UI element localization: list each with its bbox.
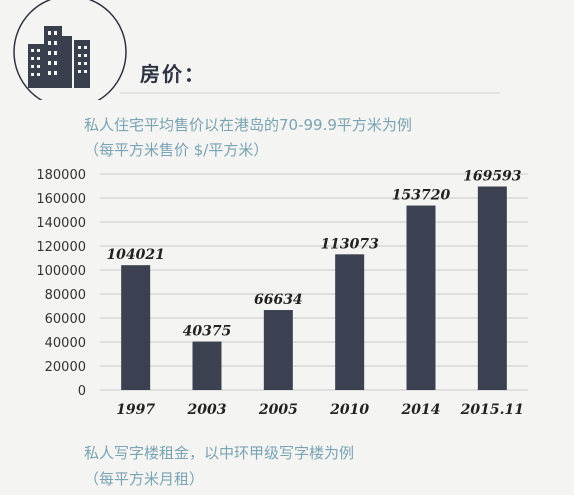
x-axis-ticks: 1997 2003 2005 2010 2014 2015.11 bbox=[116, 402, 524, 418]
next-section-subtitle-line2: （每平方米月租） bbox=[84, 470, 205, 488]
y-tick-label: 20000 bbox=[45, 360, 86, 375]
chart-subtitle-line1: 私人住宅平均售价以在港岛的70-99.9平方米为例 bbox=[84, 116, 412, 134]
data-labels: 104021 40375 66634 113073 153720 169593 bbox=[106, 168, 521, 339]
bar-2010 bbox=[335, 254, 365, 390]
x-tick-label: 2003 bbox=[187, 402, 227, 418]
data-label: 113073 bbox=[320, 236, 379, 252]
y-tick-label: 60000 bbox=[45, 312, 86, 327]
y-tick-label: 40000 bbox=[45, 336, 86, 351]
next-section-subtitle-line1: 私人写字楼租金，以中环甲级写字楼为例 bbox=[84, 444, 355, 462]
x-tick-label: 2010 bbox=[329, 402, 369, 418]
x-tick-label: 1997 bbox=[116, 402, 155, 418]
building-icon bbox=[28, 26, 90, 88]
bar-2015.11 bbox=[477, 186, 507, 390]
header-graphic bbox=[13, 0, 500, 100]
x-tick-label: 2014 bbox=[401, 402, 441, 418]
y-tick-label: 160000 bbox=[36, 192, 86, 207]
header-circle bbox=[13, 0, 127, 100]
data-label: 40375 bbox=[183, 324, 232, 340]
gridlines bbox=[100, 173, 528, 391]
data-label: 66634 bbox=[254, 292, 303, 308]
y-tick-label: 0 bbox=[78, 384, 86, 399]
y-tick-label: 100000 bbox=[36, 264, 86, 279]
y-tick-label: 80000 bbox=[45, 288, 86, 303]
x-tick-label: 2015.11 bbox=[460, 402, 524, 418]
y-tick-label: 140000 bbox=[36, 216, 86, 231]
bar-2003 bbox=[192, 341, 222, 390]
data-label: 153720 bbox=[392, 188, 451, 204]
data-label: 169593 bbox=[463, 168, 522, 184]
y-axis-ticks: 0 20000 40000 60000 80000 100000 120000 140000 1… bbox=[36, 168, 86, 399]
bar-2014 bbox=[406, 205, 436, 390]
y-tick-label: 120000 bbox=[36, 240, 86, 255]
data-label: 104021 bbox=[106, 247, 164, 263]
x-tick-label: 2005 bbox=[258, 402, 298, 418]
header: 房价： bbox=[0, 0, 574, 100]
section-title: 房价： bbox=[140, 62, 206, 86]
y-tick-label: 180000 bbox=[36, 168, 86, 183]
chart-subtitle-line2: （每平方米售价 $/平方米） bbox=[84, 141, 269, 159]
bar-2005 bbox=[263, 310, 293, 390]
bar-chart: 0 20000 40000 60000 80000 100000 120000 140000 1… bbox=[36, 168, 528, 418]
bars bbox=[121, 186, 507, 390]
bar-1997 bbox=[121, 265, 151, 390]
